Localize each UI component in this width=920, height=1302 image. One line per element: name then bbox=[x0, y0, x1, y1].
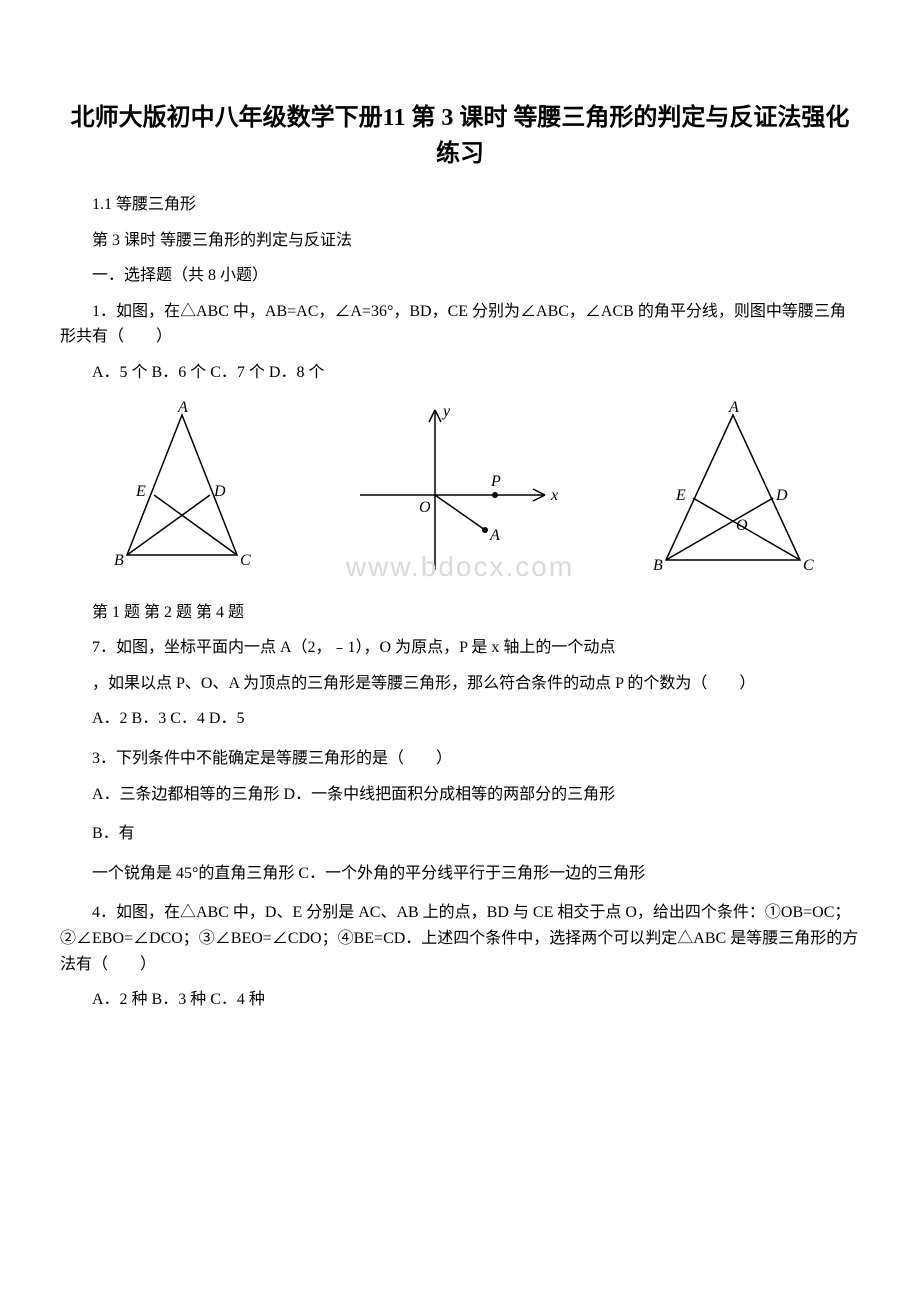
question-3c: 一个锐角是 45°的直角三角形 C．一个外角的平分线平行于三角形一边的三角形 bbox=[60, 861, 860, 887]
fig2-label-p: P bbox=[490, 473, 501, 490]
subtitle-2: 第 3 课时 等腰三角形的判定与反证法 bbox=[60, 228, 860, 254]
question-3b: B．有 bbox=[60, 821, 860, 847]
question-7b: ，如果以点 P、O、A 为顶点的三角形是等腰三角形，那么符合条件的动点 P 的个… bbox=[60, 671, 860, 697]
question-3a: A．三条边都相等的三角形 D．一条中线把面积分成相等的两部分的三角形 bbox=[60, 782, 860, 808]
fig1-label-c: C bbox=[240, 552, 251, 569]
fig2-label-a: A bbox=[489, 527, 500, 544]
fig3-label-o: O bbox=[736, 517, 748, 534]
section-heading: 一．选择题（共 8 小题） bbox=[60, 263, 860, 289]
fig3-label-b: B bbox=[653, 557, 663, 574]
figure-2: O P A x y bbox=[345, 400, 565, 580]
fig3-label-c: C bbox=[803, 557, 814, 574]
fig2-label-x: x bbox=[550, 487, 558, 504]
figure-1: A B C E D bbox=[102, 400, 262, 580]
question-1: 1．如图，在△ABC 中，AB=AC，∠A=36°，BD，CE 分别为∠ABC，… bbox=[60, 299, 860, 350]
question-4: 4．如图，在△ABC 中，D、E 分别是 AC、AB 上的点，BD 与 CE 相… bbox=[60, 900, 860, 977]
fig1-label-b: B bbox=[114, 552, 124, 569]
fig1-label-a: A bbox=[177, 400, 188, 416]
figures-row: A B C E D O P A x y bbox=[60, 400, 860, 580]
fig3-label-d: D bbox=[775, 487, 788, 504]
figure-3: A B C E D O bbox=[648, 400, 818, 580]
fig2-label-o: O bbox=[419, 499, 431, 516]
fig3-label-a: A bbox=[728, 400, 739, 416]
page-title: 北师大版初中八年级数学下册11 第 3 课时 等腰三角形的判定与反证法强化练习 bbox=[60, 100, 860, 172]
question-4-options: A．2 种 B．3 种 C．4 种 bbox=[60, 987, 860, 1013]
question-3: 3．下列条件中不能确定是等腰三角形的是（ ） bbox=[60, 746, 860, 772]
fig1-label-e: E bbox=[135, 483, 146, 500]
figure-captions: 第 1 题 第 2 题 第 4 题 bbox=[60, 600, 860, 626]
fig3-label-e: E bbox=[675, 487, 686, 504]
fig2-label-y: y bbox=[441, 403, 451, 420]
question-7a: 7．如图，坐标平面内一点 A（2，﹣1），O 为原点，P 是 x 轴上的一个动点 bbox=[60, 635, 860, 661]
question-7-options: A．2 B．3 C．4 D．5 bbox=[60, 706, 860, 732]
fig1-label-d: D bbox=[213, 483, 226, 500]
question-1-options: A．5 个 B．6 个 C．7 个 D．8 个 bbox=[60, 360, 860, 386]
subtitle-1: 1.1 等腰三角形 bbox=[60, 192, 860, 218]
